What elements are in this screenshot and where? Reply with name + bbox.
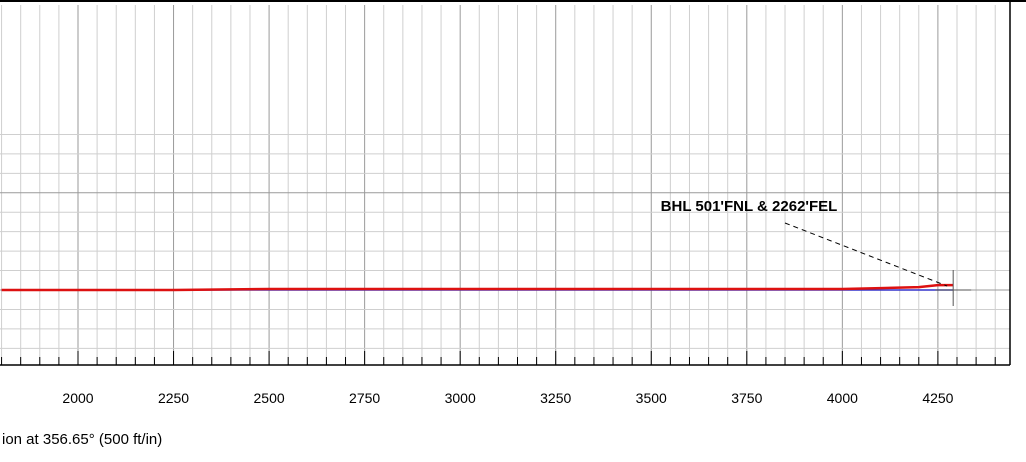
- annotations: BHL 501'FNL & 2262'FEL: [661, 198, 948, 287]
- x-tick-label: 2000: [62, 390, 93, 406]
- x-axis-title: ion at 356.65° (500 ft/in): [2, 431, 162, 448]
- x-tick-label: 3500: [636, 390, 667, 406]
- annotation-label: BHL 501'FNL & 2262'FEL: [661, 198, 838, 215]
- bhl-marker: [935, 270, 972, 306]
- x-tick-label: 3750: [731, 390, 762, 406]
- x-tick-label: 2250: [158, 390, 189, 406]
- plot-frame: [0, 0, 1026, 366]
- series-lines: [1, 283, 954, 292]
- x-tick-label: 3250: [540, 390, 571, 406]
- series-line-2: [1, 283, 954, 292]
- grid: [0, 5, 1010, 365]
- x-tick-label: 3000: [445, 390, 476, 406]
- x-tick-label: 2750: [349, 390, 380, 406]
- annotation-leader: [784, 222, 948, 287]
- x-axis-tick-labels: 2000 2250 2500 2750 3000 3250 3500 3750 4000 4250: [62, 390, 953, 406]
- x-tick-label: 2500: [254, 390, 285, 406]
- x-tick-label: 4000: [827, 390, 858, 406]
- x-tick-label: 4250: [922, 390, 953, 406]
- x-axis-ticks: [1, 351, 996, 365]
